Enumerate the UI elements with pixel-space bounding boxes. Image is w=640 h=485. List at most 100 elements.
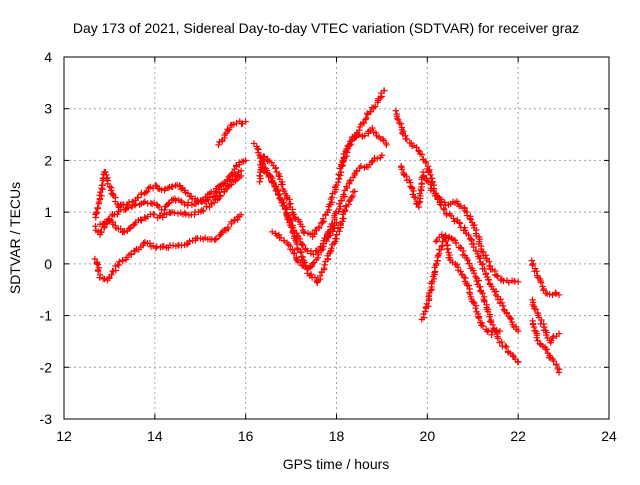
data-point xyxy=(342,202,350,209)
data-point xyxy=(257,153,265,160)
data-point xyxy=(96,274,103,281)
data-point xyxy=(410,187,417,195)
data-point xyxy=(442,237,450,245)
x-tick-label: 20 xyxy=(420,428,436,444)
data-point xyxy=(278,199,286,207)
data-point xyxy=(268,228,276,236)
data-point xyxy=(418,151,426,158)
x-tick-label: 24 xyxy=(601,428,617,444)
data-point xyxy=(107,187,115,194)
data-point xyxy=(488,331,495,339)
data-point xyxy=(532,306,540,313)
data-point xyxy=(344,145,351,153)
data-point xyxy=(332,235,339,242)
data-point xyxy=(143,188,151,195)
data-point xyxy=(119,257,126,265)
data-point xyxy=(485,262,493,270)
data-point xyxy=(371,154,378,162)
data-point xyxy=(333,219,340,226)
data-point xyxy=(237,172,245,180)
data-point xyxy=(239,120,246,127)
data-point xyxy=(284,215,291,223)
data-point xyxy=(329,228,336,235)
data-point xyxy=(432,238,440,245)
data-point xyxy=(481,265,488,273)
data-point xyxy=(177,185,185,193)
x-tick-label: 12 xyxy=(56,428,72,444)
data-point xyxy=(242,157,249,164)
x-tick-label: 14 xyxy=(147,428,163,444)
data-point xyxy=(142,189,150,196)
data-point xyxy=(343,183,350,190)
data-point xyxy=(374,155,381,162)
data-point xyxy=(465,231,472,239)
data-point xyxy=(533,268,540,275)
data-point xyxy=(367,108,374,115)
x-tick-label: 16 xyxy=(238,428,254,444)
data-point xyxy=(184,199,192,206)
data-point xyxy=(476,283,484,290)
data-point xyxy=(452,239,460,247)
data-point xyxy=(277,196,284,203)
data-point xyxy=(348,194,355,201)
data-point xyxy=(182,211,190,218)
data-point xyxy=(486,313,493,320)
data-point xyxy=(479,322,487,330)
data-point xyxy=(475,277,482,284)
data-point xyxy=(161,185,169,193)
data-point xyxy=(230,217,238,224)
data-point xyxy=(315,223,323,231)
data-point xyxy=(457,268,464,275)
data-point xyxy=(393,115,401,122)
data-point xyxy=(473,232,480,240)
data-point xyxy=(347,177,354,184)
data-point xyxy=(131,202,139,209)
data-point xyxy=(432,260,440,268)
data-point xyxy=(452,260,459,268)
data-point xyxy=(311,274,319,281)
data-point xyxy=(210,199,218,206)
data-point xyxy=(93,260,100,267)
data-point xyxy=(398,126,406,134)
data-point xyxy=(283,211,290,218)
data-point xyxy=(383,141,390,149)
data-point xyxy=(457,244,464,251)
data-point xyxy=(228,218,235,226)
data-point xyxy=(342,206,349,214)
data-point xyxy=(362,116,369,123)
data-point xyxy=(164,184,172,192)
data-point xyxy=(212,188,219,195)
data-point xyxy=(470,243,477,251)
data-point xyxy=(274,187,281,195)
data-point xyxy=(291,249,298,257)
data-point xyxy=(291,214,299,221)
data-point xyxy=(250,140,258,147)
data-point xyxy=(555,330,563,337)
y-tick-label: -2 xyxy=(40,359,53,375)
data-point xyxy=(290,211,297,218)
data-point xyxy=(106,183,114,190)
data-point xyxy=(275,191,282,199)
data-point xyxy=(477,288,485,295)
data-point xyxy=(206,203,213,211)
data-point xyxy=(499,302,507,309)
data-point xyxy=(412,194,419,201)
data-point xyxy=(233,119,240,127)
data-point xyxy=(337,197,345,204)
data-point xyxy=(479,289,486,297)
data-point xyxy=(181,209,189,217)
data-point xyxy=(256,178,263,185)
data-point xyxy=(378,152,386,159)
data-point xyxy=(319,215,327,222)
data-point xyxy=(464,256,471,264)
data-point xyxy=(203,203,210,210)
data-point xyxy=(137,216,144,223)
data-point xyxy=(427,287,434,294)
data-point xyxy=(450,215,457,222)
data-point xyxy=(126,225,133,232)
data-point xyxy=(171,209,178,216)
data-point xyxy=(443,211,450,219)
data-point xyxy=(101,218,109,226)
data-point xyxy=(392,107,400,114)
